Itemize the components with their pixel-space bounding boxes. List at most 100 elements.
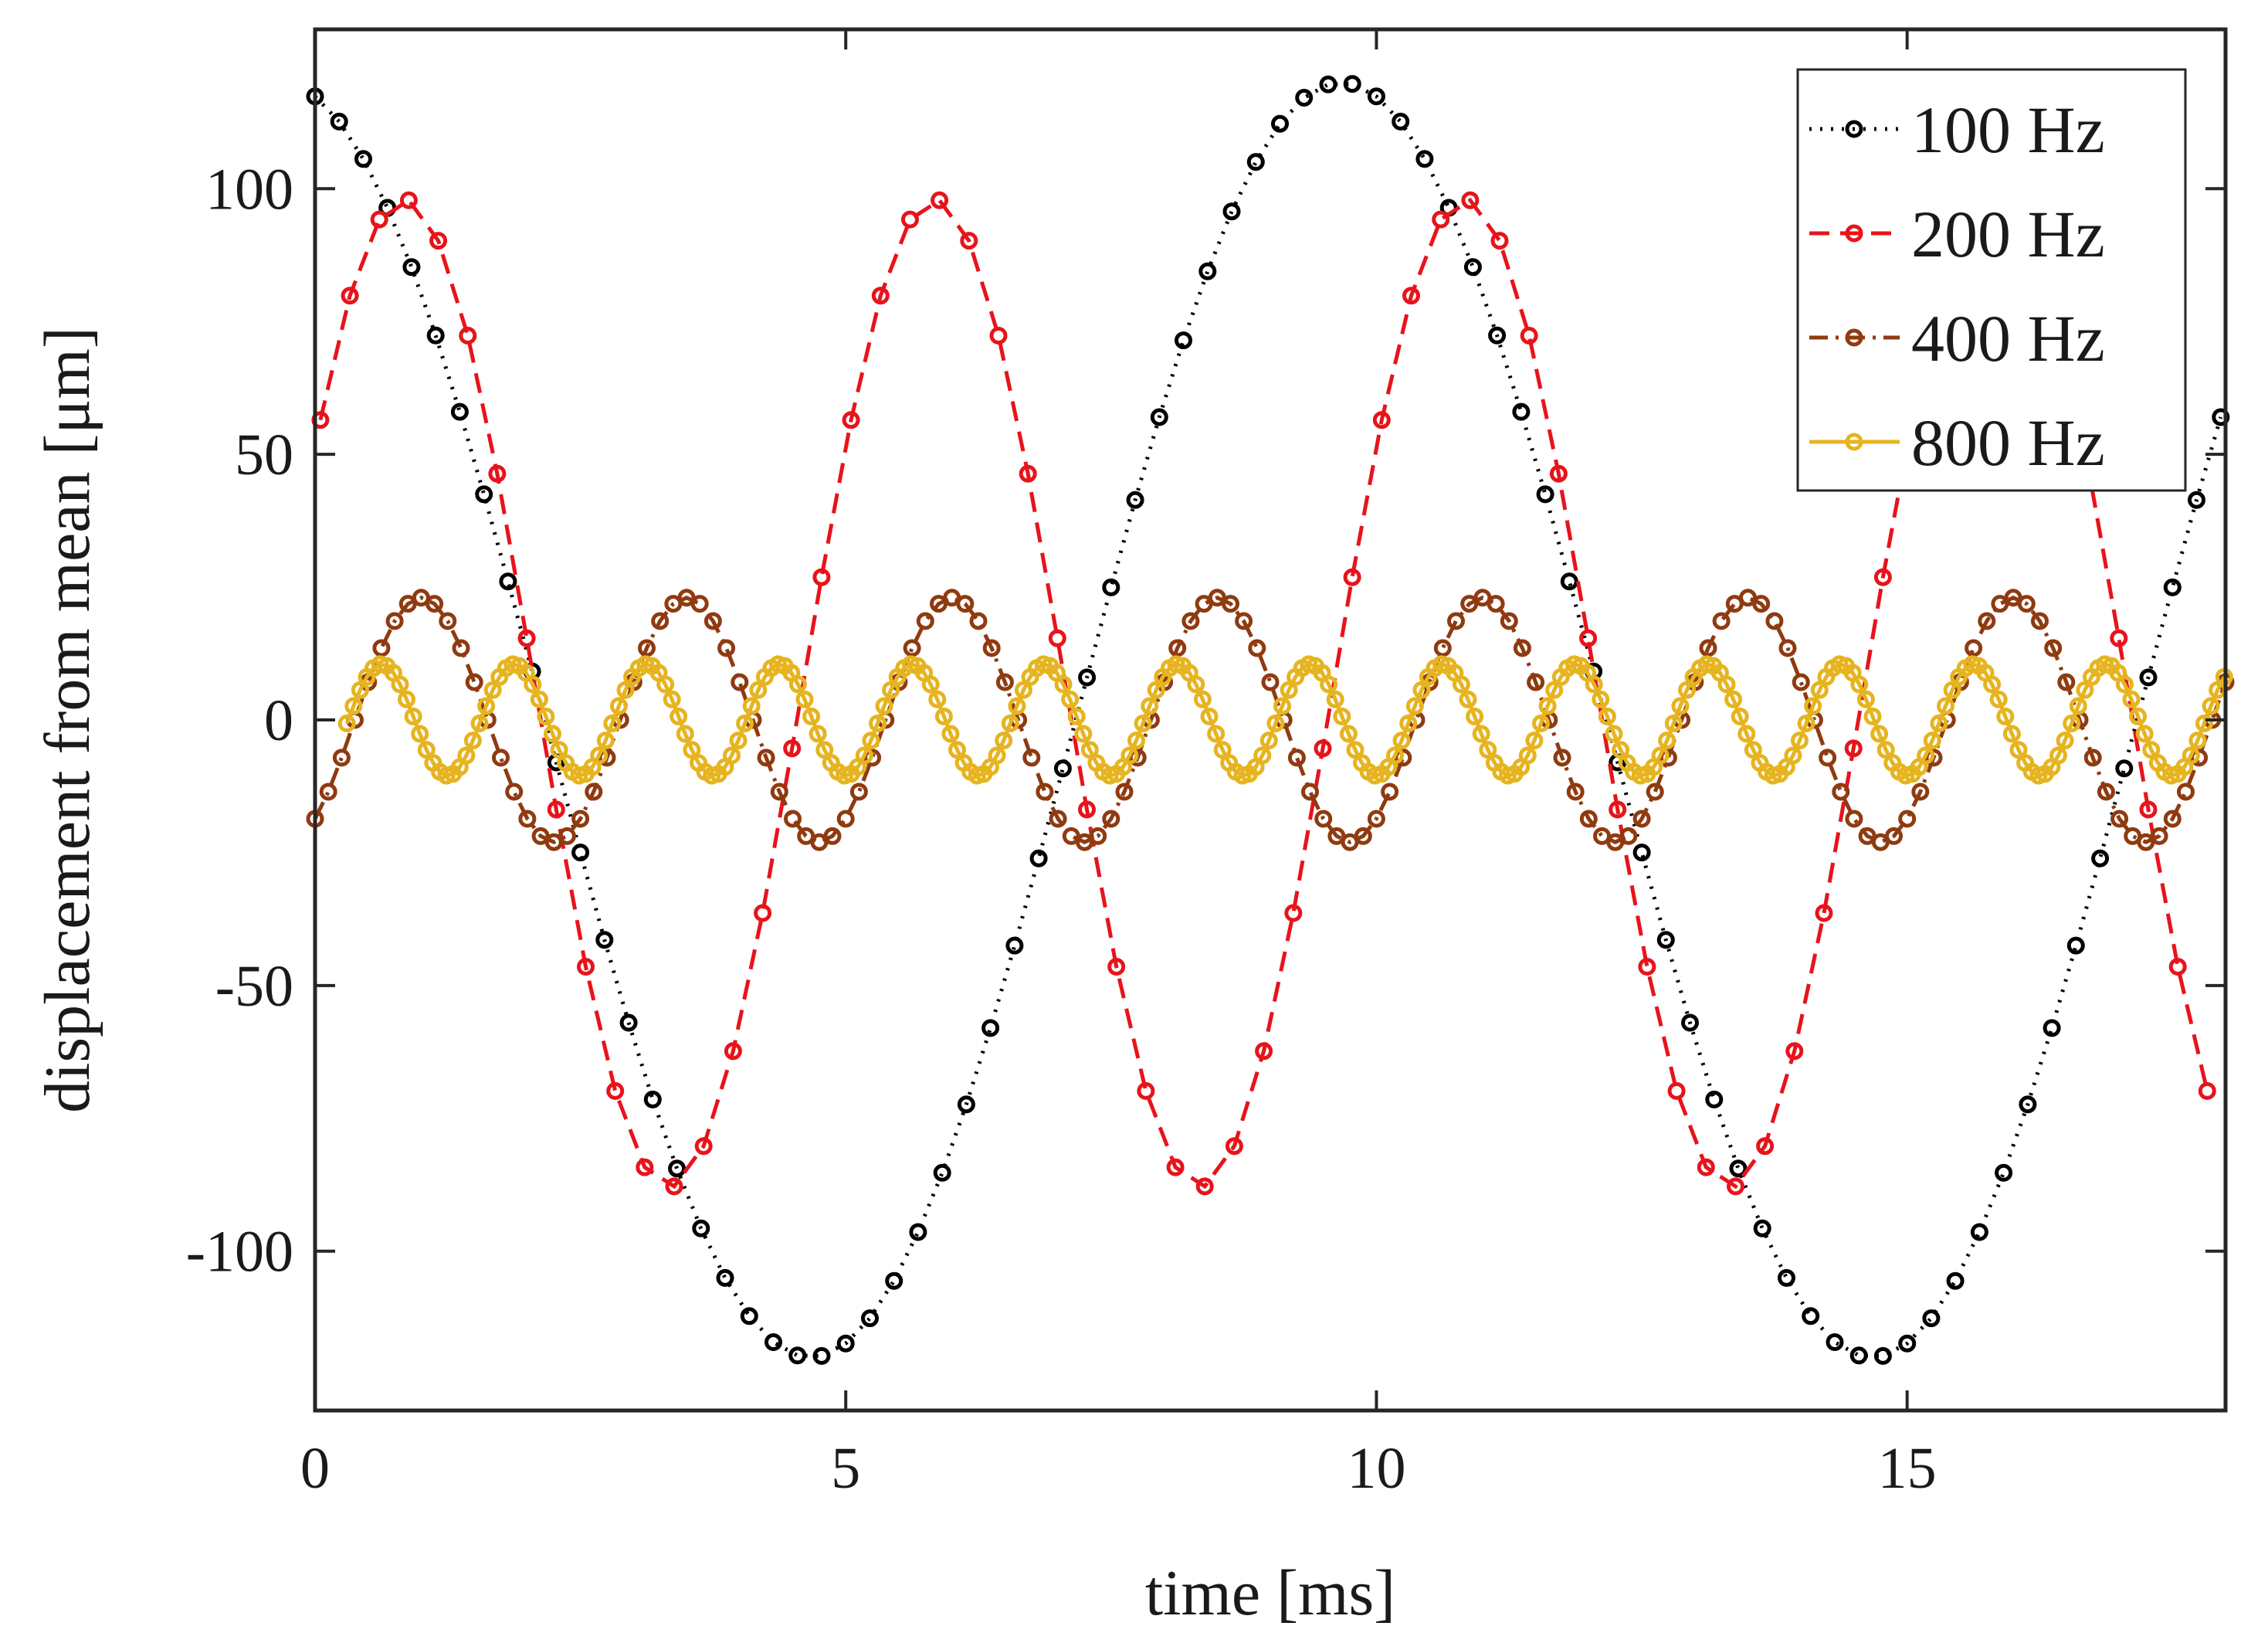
data-point [981,1019,1000,1037]
data-point [742,697,761,715]
data-point [530,690,548,708]
data-point [795,690,814,708]
data-point [2009,741,2028,759]
y-tick-label: 50 [235,423,293,487]
data-point [995,673,1014,691]
data-point [518,810,537,828]
data-point [784,810,802,828]
x-tick-label: 10 [1347,1436,1405,1501]
data-point [934,708,953,725]
data-point [1014,681,1032,699]
data-point [2168,958,2187,976]
data-point [1797,715,1815,732]
legend-item-400hz: 400 Hz [1809,301,2105,375]
data-point [2066,936,2085,955]
data-point [1638,958,1656,976]
data-point [470,715,489,732]
data-point [450,402,469,421]
data-point [1488,326,1507,345]
data-point [1433,639,1452,657]
data-point [1367,87,1385,106]
data-point [417,741,436,759]
data-point [1415,150,1434,168]
data-point [1266,715,1285,732]
data-point [1513,639,1531,657]
data-point [948,741,966,759]
data-point [643,1090,662,1108]
data-point [694,1137,713,1156]
data-point [1731,708,1749,725]
data-point [1399,715,1418,732]
data-point [1207,725,1226,743]
data-point [391,675,409,694]
data-point [2002,725,2021,743]
data-point [1819,749,1837,767]
data-point [1381,782,1399,801]
data-point [1802,1307,1820,1326]
legend-item-200hz: 200 Hz [1809,197,2105,271]
data-point [398,690,415,708]
data-point [1598,708,1616,725]
data-point [351,681,369,699]
data-point [2091,849,2110,867]
data-point [619,1013,638,1032]
data-point [465,673,483,691]
data-point [577,958,595,976]
data-point [1280,681,1298,699]
data-point [988,746,1006,765]
data-point [703,612,722,630]
data-point [1067,708,1086,725]
data-point [1970,1223,1988,1241]
data-point [651,612,670,630]
x-tick-label: 5 [831,1436,860,1501]
data-point [1253,746,1272,765]
data-point [372,639,391,657]
data-point [2044,639,2063,657]
data-point [1850,675,1869,694]
data-point [585,782,603,801]
legend: 100 Hz 200 Hz 400 Hz 800 Hz [1796,68,2187,492]
data-point [1753,1219,1771,1237]
data-point [1804,697,1822,715]
data-point [1844,739,1863,758]
data-point [1314,810,1333,828]
data-point [1784,746,1802,765]
data-point [1222,595,1239,613]
data-point [802,708,821,725]
data-point [723,746,741,765]
data-point [459,327,477,345]
data-point [429,232,448,250]
data-point [1479,741,1497,759]
data-point [475,485,493,504]
data-point [960,232,978,250]
series-layer [306,75,2235,1365]
data-point [1785,1042,1804,1061]
data-point [1150,408,1168,426]
data-point [1284,904,1303,922]
data-point [1463,258,1482,277]
data-point [636,1158,654,1176]
data-point [1008,697,1026,715]
legend-label: 800 Hz [1911,406,2105,480]
data-point [524,675,542,694]
data-point [2188,732,2207,750]
data-point [1937,697,1954,715]
data-point [928,690,947,708]
data-point [690,595,709,613]
data-point [1737,725,1756,743]
data-point [1579,629,1598,647]
legend-marker [1845,328,1863,347]
data-point [609,697,628,715]
data-point [1659,749,1677,767]
data-point [1656,931,1675,949]
data-point [724,1042,742,1061]
data-point [1943,681,1961,699]
data-point [1898,810,1917,828]
data-point [1195,1177,1214,1196]
data-point [842,411,860,429]
data-point [1187,675,1205,694]
data-point [901,210,919,229]
legend-item-800hz: 800 Hz [1809,406,2105,480]
data-point [1472,725,1490,743]
data-point [1089,827,1107,845]
